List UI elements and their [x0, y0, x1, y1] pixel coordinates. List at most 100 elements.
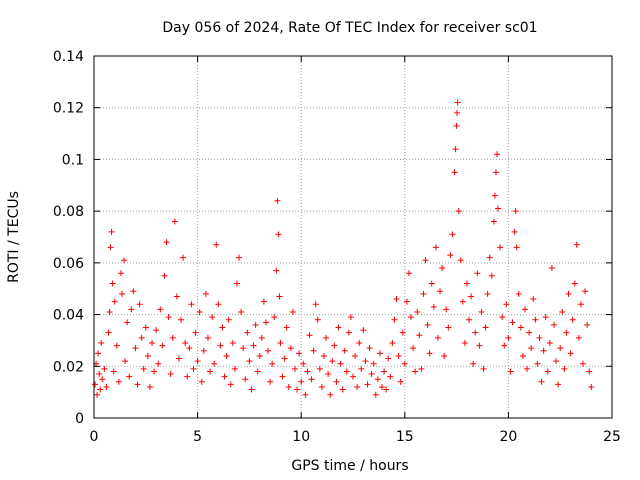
data-point	[236, 254, 243, 261]
data-point	[329, 358, 336, 365]
data-point	[316, 365, 323, 372]
data-point	[403, 298, 410, 305]
data-point	[314, 316, 321, 323]
data-point	[186, 345, 193, 352]
data-point	[211, 360, 218, 367]
data-point	[401, 360, 408, 367]
data-point	[318, 383, 325, 390]
data-point	[468, 293, 475, 300]
data-point	[325, 371, 332, 378]
data-point	[491, 192, 498, 199]
data-point	[184, 373, 191, 380]
data-point	[505, 334, 512, 341]
data-point	[432, 244, 439, 251]
y-tick-labels: 0 0.02 0.04 0.06 0.08 0.1 0.12 0.14	[53, 49, 84, 427]
data-point	[434, 334, 441, 341]
data-point	[362, 358, 369, 365]
data-point	[492, 169, 499, 176]
data-point	[569, 316, 576, 323]
data-point	[96, 371, 103, 378]
data-point	[233, 280, 240, 287]
data-point	[571, 280, 578, 287]
data-point	[512, 208, 519, 215]
data-point	[118, 290, 125, 297]
data-point	[555, 381, 562, 388]
data-point	[289, 308, 296, 315]
data-point	[451, 169, 458, 176]
data-point	[559, 308, 566, 315]
data-point	[310, 347, 317, 354]
data-point	[350, 373, 356, 380]
data-point	[248, 386, 255, 393]
data-point	[294, 386, 301, 393]
data-point	[254, 368, 261, 375]
data-point	[347, 314, 354, 321]
data-point	[169, 334, 176, 341]
data-point	[281, 355, 288, 362]
y-tick-label: 0	[75, 411, 84, 427]
data-point	[335, 324, 342, 331]
data-point	[486, 254, 493, 261]
chart-title: Day 056 of 2024, Rate Of TEC Index for r…	[162, 20, 537, 36]
data-point	[534, 360, 541, 367]
y-tick-label: 0.02	[53, 359, 84, 375]
data-point	[101, 365, 108, 372]
data-point	[540, 347, 547, 354]
data-point	[124, 319, 131, 326]
data-point	[126, 373, 133, 380]
data-point	[277, 340, 284, 347]
data-point	[358, 365, 365, 372]
data-point	[391, 316, 398, 323]
data-point	[399, 329, 406, 336]
data-point	[584, 321, 591, 328]
data-point	[163, 239, 170, 246]
data-point	[503, 301, 510, 308]
data-point	[190, 365, 197, 372]
data-point	[573, 241, 580, 248]
data-point	[252, 321, 259, 328]
data-point	[550, 321, 557, 328]
data-point	[528, 345, 535, 352]
data-point	[117, 270, 124, 277]
data-point	[285, 383, 292, 390]
data-point	[441, 352, 448, 359]
data-point	[345, 329, 352, 336]
data-point	[238, 308, 245, 315]
data-point	[418, 365, 425, 372]
data-point	[575, 334, 582, 341]
data-point	[484, 290, 491, 297]
data-point	[426, 350, 433, 357]
data-point	[509, 319, 516, 326]
data-point	[242, 376, 249, 383]
data-point	[412, 368, 419, 375]
data-point	[567, 350, 574, 357]
data-point	[256, 352, 263, 359]
data-point	[343, 368, 350, 375]
data-point	[579, 360, 586, 367]
data-point	[515, 290, 522, 297]
data-point	[354, 383, 361, 390]
data-point	[519, 352, 526, 359]
data-point	[511, 228, 518, 235]
data-point	[466, 316, 473, 323]
data-point	[202, 290, 209, 297]
data-point	[366, 345, 373, 352]
data-point	[198, 378, 205, 385]
data-point	[387, 373, 394, 380]
y-tick-label: 0.12	[53, 101, 84, 117]
data-point	[449, 231, 456, 238]
data-point	[356, 340, 363, 347]
data-point	[269, 360, 276, 367]
data-point	[229, 340, 236, 347]
data-point	[151, 368, 158, 375]
data-point	[192, 329, 199, 336]
data-point	[159, 342, 166, 349]
data-point	[227, 381, 234, 388]
data-point	[175, 355, 182, 362]
data-points	[92, 99, 595, 398]
axis-ticks	[93, 55, 613, 419]
data-point	[408, 314, 415, 321]
data-point	[122, 358, 129, 365]
data-point	[497, 244, 504, 251]
